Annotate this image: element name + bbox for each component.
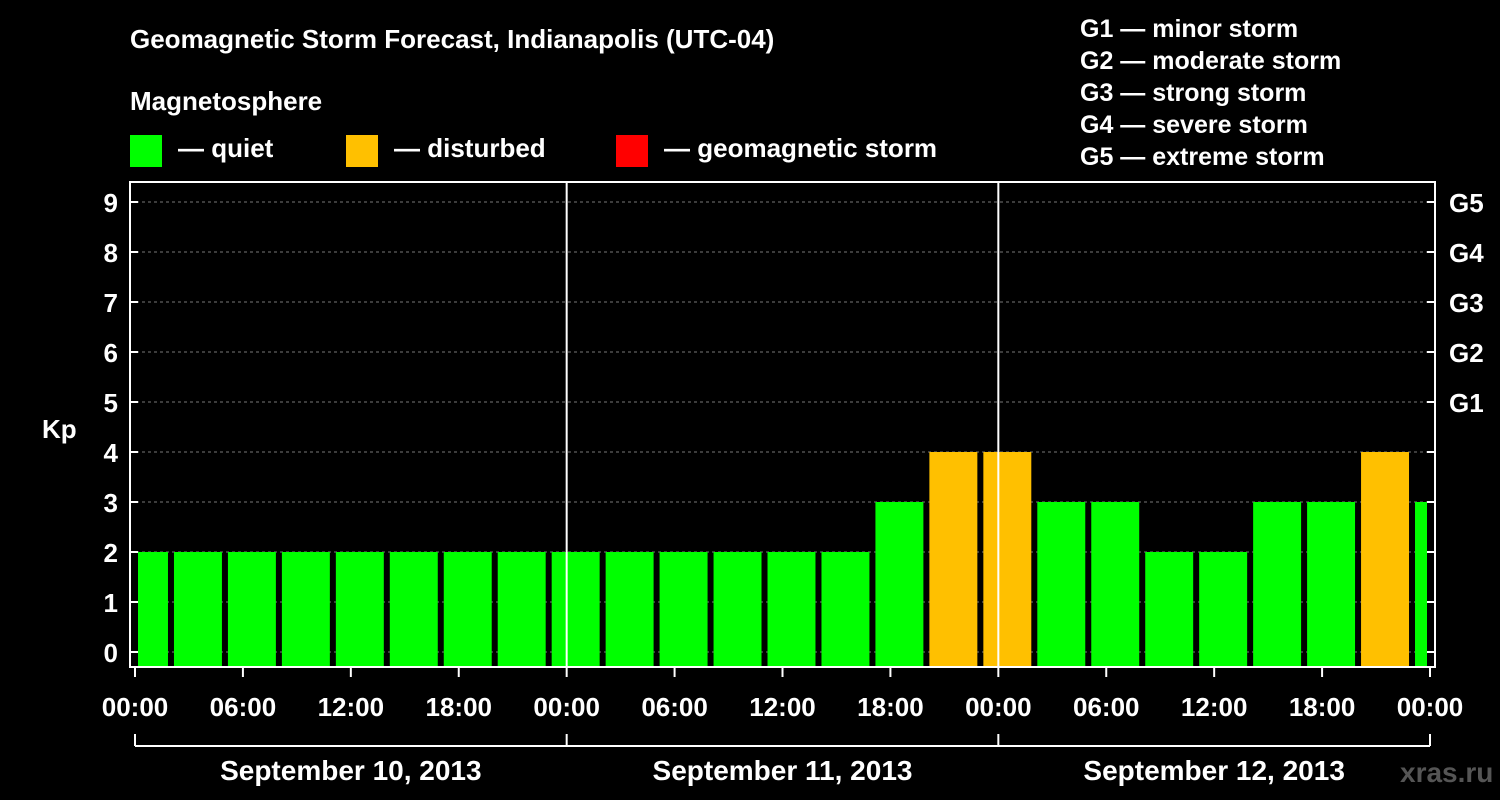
x-tick-label: 12:00 bbox=[749, 692, 816, 722]
kp-bar bbox=[1307, 502, 1356, 666]
y-tick-label: 0 bbox=[104, 638, 118, 668]
legend-label-storm: — geomagnetic storm bbox=[664, 133, 938, 163]
x-tick-label: 06:00 bbox=[641, 692, 708, 722]
x-tick-label: 00:00 bbox=[533, 692, 600, 722]
y-tick-label: 2 bbox=[104, 538, 118, 568]
x-tick-label: 18:00 bbox=[857, 692, 924, 722]
g-scale-g4: G4 — severe storm bbox=[1080, 111, 1308, 139]
kp-bar bbox=[443, 552, 492, 666]
kp-bar bbox=[713, 552, 762, 666]
kp-bar bbox=[227, 552, 276, 666]
kp-bar bbox=[1253, 502, 1302, 666]
x-tick-label: 12:00 bbox=[1181, 692, 1248, 722]
watermark: xras.ru bbox=[1400, 757, 1494, 788]
kp-bar bbox=[1199, 552, 1248, 666]
y-tick-label: 6 bbox=[104, 338, 118, 368]
x-tick-label: 00:00 bbox=[102, 692, 169, 722]
legend-swatch-storm bbox=[616, 135, 648, 167]
g-scale-g1: G1 — minor storm bbox=[1080, 15, 1299, 43]
kp-bar bbox=[1361, 452, 1410, 666]
y-tick-label: 7 bbox=[104, 288, 118, 318]
kp-bar bbox=[821, 552, 870, 666]
kp-bar bbox=[659, 552, 708, 666]
x-tick-label: 00:00 bbox=[965, 692, 1032, 722]
kp-bar bbox=[281, 552, 330, 666]
kp-bar bbox=[335, 552, 384, 666]
g-level-label: G4 bbox=[1449, 238, 1484, 268]
kp-bar bbox=[551, 552, 600, 666]
kp-bar bbox=[929, 452, 978, 666]
legend-title: Magnetosphere bbox=[130, 86, 323, 116]
x-tick-label: 18:00 bbox=[426, 692, 493, 722]
g-level-label: G1 bbox=[1449, 388, 1484, 418]
chart-title: Geomagnetic Storm Forecast, Indianapolis… bbox=[130, 24, 775, 54]
date-label: September 11, 2013 bbox=[653, 755, 913, 786]
x-tick-label: 06:00 bbox=[210, 692, 277, 722]
kp-bar bbox=[1415, 502, 1427, 666]
x-tick-label: 06:00 bbox=[1073, 692, 1140, 722]
y-tick-label: 5 bbox=[104, 388, 118, 418]
kp-bar bbox=[497, 552, 546, 666]
y-tick-label: 1 bbox=[104, 588, 118, 618]
x-tick-label: 00:00 bbox=[1397, 692, 1464, 722]
legend-swatch-disturbed bbox=[346, 135, 378, 167]
kp-bar bbox=[605, 552, 654, 666]
kp-bar bbox=[389, 552, 438, 666]
g-level-label: G3 bbox=[1449, 288, 1484, 318]
y-tick-label: 4 bbox=[104, 438, 119, 468]
kp-bar bbox=[983, 452, 1032, 666]
g-scale-g5: G5 — extreme storm bbox=[1080, 143, 1325, 171]
g-level-label: G5 bbox=[1449, 188, 1484, 218]
kp-bar bbox=[1145, 552, 1194, 666]
y-tick-label: 8 bbox=[104, 238, 118, 268]
legend-swatch-quiet bbox=[130, 135, 162, 167]
kp-bar bbox=[1091, 502, 1140, 666]
legend-label-disturbed: — disturbed bbox=[394, 133, 546, 163]
legend-label-quiet: — quiet bbox=[178, 133, 274, 163]
y-tick-label: 9 bbox=[104, 188, 118, 218]
kp-bar bbox=[767, 552, 816, 666]
kp-bar bbox=[875, 502, 924, 666]
kp-bar bbox=[138, 552, 168, 666]
x-tick-label: 12:00 bbox=[318, 692, 385, 722]
date-label: September 10, 2013 bbox=[220, 755, 482, 786]
g-scale-g2: G2 — moderate storm bbox=[1080, 47, 1342, 75]
x-tick-label: 18:00 bbox=[1289, 692, 1356, 722]
date-label: September 12, 2013 bbox=[1083, 755, 1345, 786]
g-scale-g3: G3 — strong storm bbox=[1080, 79, 1307, 107]
g-level-label: G2 bbox=[1449, 338, 1484, 368]
y-tick-label: 3 bbox=[104, 488, 118, 518]
kp-bar bbox=[173, 552, 222, 666]
kp-bar bbox=[1037, 502, 1086, 666]
y-axis-label: Kp bbox=[42, 414, 77, 444]
